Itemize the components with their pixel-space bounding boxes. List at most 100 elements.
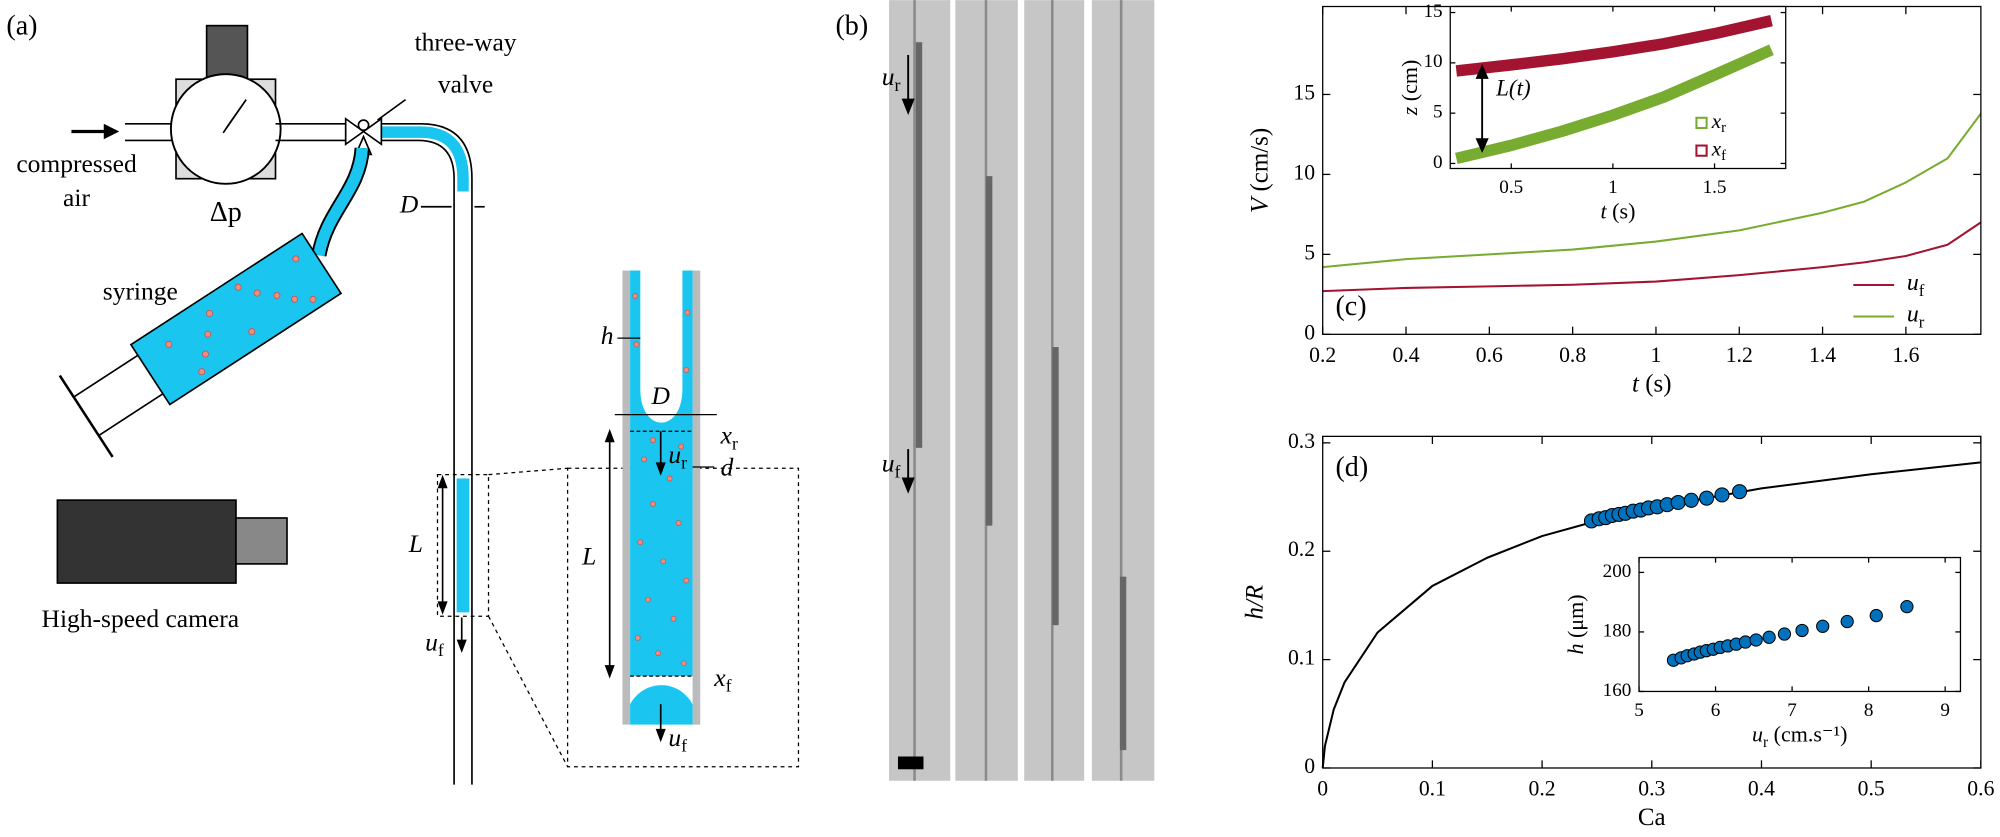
subscript: f — [681, 736, 687, 756]
x-axis-label: ur (cm.s⁻¹) — [1752, 721, 1847, 750]
line — [1322, 221, 1982, 293]
subscript: r — [1721, 121, 1726, 137]
y-tick-label: 15 — [1293, 80, 1315, 104]
x-tick-label: 1 — [1608, 177, 1618, 198]
x-tick-label: 0.5 — [1858, 777, 1885, 801]
y-tick-label: 180 — [1603, 620, 1632, 641]
symbol: x — [713, 663, 726, 692]
point — [1749, 633, 1763, 647]
valve-label: three-way — [415, 28, 517, 57]
film-label: h — [601, 321, 614, 350]
symbol: x — [1711, 109, 1722, 133]
symbol: u — [425, 627, 438, 656]
y-tick-label: 0.3 — [1288, 429, 1315, 453]
y-axis-label: z (cm) — [1397, 60, 1422, 117]
y-tick-label: 160 — [1603, 680, 1632, 701]
x-tick-label: 7 — [1787, 700, 1797, 721]
y-tick-label: 10 — [1423, 51, 1442, 72]
velocity-label: ur — [668, 440, 687, 473]
diameter-label: D — [399, 190, 419, 219]
panel-label: (b) — [835, 11, 868, 42]
subscript: f — [895, 461, 901, 481]
velocity-label: uf — [882, 449, 901, 482]
velocity-label: uf — [668, 723, 687, 756]
panel-label: (d) — [1335, 452, 1368, 483]
line — [1455, 15, 1773, 77]
panel-label: (c) — [1335, 291, 1366, 322]
y-tick-label: 0.2 — [1288, 537, 1315, 561]
velocity-label: ur — [882, 62, 901, 95]
symbol: u — [882, 62, 895, 91]
length-arrow — [1475, 64, 1489, 153]
camera-label: High-speed camera — [42, 604, 240, 633]
y-tick-label: 200 — [1603, 561, 1632, 582]
unit: (s) — [1645, 370, 1671, 397]
x-tick-label: 0.6 — [1967, 777, 1994, 801]
point — [1816, 619, 1830, 633]
subscript: r — [895, 75, 901, 95]
photo-strips — [889, 0, 1155, 781]
x-tick-label: 1 — [1651, 343, 1662, 367]
x-tick-label: 0.4 — [1392, 343, 1419, 367]
y-tick-label: 10 — [1293, 160, 1315, 184]
x-tick-label: 0.8 — [1559, 343, 1586, 367]
unit: (s) — [1612, 199, 1635, 224]
x-tick-label: 0 — [1317, 777, 1328, 801]
point — [1732, 484, 1748, 500]
x-tick-label: 0.5 — [1499, 177, 1523, 198]
annotation: L(t) — [1495, 75, 1530, 100]
subscript: f — [1721, 148, 1726, 164]
line — [1321, 461, 1981, 769]
x-axis-label: Ca — [1638, 804, 1666, 831]
symbol: t — [1601, 199, 1608, 224]
symbol: V — [1246, 195, 1273, 213]
syringe-label: syringe — [103, 276, 178, 305]
symbol: u — [668, 440, 681, 469]
symbol: u — [1907, 302, 1919, 328]
point — [1777, 627, 1792, 641]
front-label: xf — [713, 663, 731, 696]
x-tick-label: 6 — [1711, 700, 1721, 721]
x-tick-label: 0.2 — [1309, 343, 1336, 367]
x-axis-label: t (s) — [1601, 199, 1636, 224]
symbol: u — [1752, 721, 1763, 746]
point — [1699, 490, 1715, 506]
y-tick-label: 0.1 — [1288, 646, 1315, 670]
x-tick-label: 1.6 — [1892, 343, 1919, 367]
x-tick-label: 5 — [1634, 700, 1644, 721]
rear-label: xr — [720, 420, 738, 453]
x-tick-label: 0.2 — [1529, 777, 1556, 801]
symbol: u — [882, 449, 895, 478]
unit: (μm) — [1563, 594, 1588, 638]
x-tick-label: 0.3 — [1638, 777, 1665, 801]
axes-frame — [1449, 5, 1787, 170]
x-tick-label: 0.6 — [1476, 343, 1503, 367]
setup-sketch — [56, 24, 800, 785]
symbol: x — [1711, 136, 1722, 160]
valve-label: valve — [438, 70, 493, 99]
point — [1840, 614, 1854, 629]
y-tick-label: 5 — [1304, 240, 1315, 264]
symbol: u — [668, 723, 681, 752]
subscript: r — [1919, 312, 1925, 331]
symbol: h — [1563, 644, 1588, 655]
legend-label: uf — [1907, 270, 1925, 300]
point — [1869, 608, 1883, 623]
y-tick-label: 0 — [1304, 754, 1315, 778]
legend-label: xf — [1711, 136, 1726, 164]
x-tick-label: 1.4 — [1809, 343, 1836, 367]
subscript: f — [1919, 281, 1925, 300]
point — [1670, 494, 1686, 510]
subscript: r — [681, 453, 687, 473]
legend-label: ur — [1907, 302, 1925, 332]
subscript: f — [438, 640, 444, 660]
length-label: L — [408, 529, 423, 558]
y-tick-label: 5 — [1433, 102, 1443, 123]
x-tick-label: 1.5 — [1703, 177, 1727, 198]
subscript: f — [726, 676, 732, 696]
symbol: h/R — [1241, 585, 1268, 620]
gauge-label: Δp — [210, 197, 242, 228]
line — [1322, 113, 1982, 269]
y-axis-label: h (μm) — [1563, 594, 1588, 654]
x-tick-label: 0.1 — [1419, 777, 1446, 801]
